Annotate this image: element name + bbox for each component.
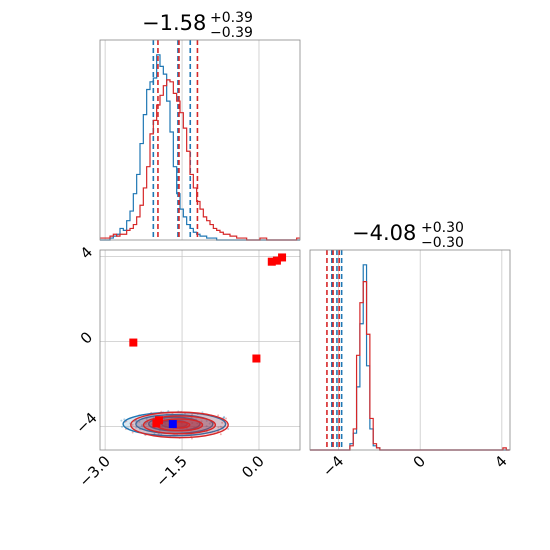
bottom-left-x-tick-labels: −3.0 −1.5 0.0: [75, 452, 267, 490]
red-square-marker: [252, 354, 261, 363]
red-square-marker: [267, 257, 276, 266]
bottom-left-scatter-panel: [99, 249, 301, 451]
sample-point: [120, 419, 123, 422]
sample-point: [217, 414, 220, 417]
bottom-right-title-upper: +0.30: [421, 220, 464, 236]
x-tick-label: 0.0: [238, 452, 268, 482]
bottom-right-title-lower: −0.30: [421, 235, 464, 251]
sample-point: [135, 426, 138, 429]
y-tick-label: −4: [72, 409, 100, 437]
sample-point: [172, 427, 175, 430]
blue-square-marker: [168, 420, 177, 429]
panel-frame: [99, 39, 301, 241]
sample-point: [161, 425, 164, 428]
sample-point: [180, 422, 183, 425]
panel-frame: [309, 249, 511, 451]
red-square-marker: [152, 419, 161, 428]
bottom-right-x-tick-labels: −4 0 4: [319, 452, 511, 480]
sample-point: [205, 425, 208, 428]
red-square-marker: [129, 338, 138, 347]
x-tick-label: −3.0: [75, 452, 113, 490]
panel-frame: [99, 249, 301, 451]
sample-point: [121, 425, 124, 428]
top-left-title-lower: −0.39: [210, 25, 253, 41]
sample-point: [131, 423, 134, 426]
sample-point: [217, 426, 220, 429]
sample-point: [167, 409, 170, 412]
sample-point: [225, 417, 228, 420]
top-left-title-upper: +0.39: [210, 10, 253, 26]
sample-point: [141, 424, 144, 427]
top-left-title-value: −1.58: [142, 11, 206, 35]
sample-point: [144, 422, 147, 425]
histogram-step-line: [100, 54, 300, 241]
sample-point: [190, 437, 193, 440]
y-tick-label: 4: [77, 243, 96, 262]
x-tick-label: −4: [319, 452, 347, 480]
bottom-right-histogram-panel: [309, 249, 511, 451]
sample-point: [164, 423, 167, 426]
bottom-right-panel-title: −4.08: [352, 221, 416, 245]
sample-point: [164, 422, 167, 425]
top-left-panel-title: −1.58: [142, 11, 206, 35]
sample-point: [123, 418, 126, 421]
y-tick-label: 0: [77, 328, 96, 347]
x-tick-label: −1.5: [152, 452, 190, 490]
sample-point: [150, 423, 153, 426]
x-tick-label: 4: [491, 452, 510, 471]
sample-point: [163, 418, 166, 421]
x-tick-label: 0: [410, 452, 429, 471]
sample-point: [223, 415, 226, 418]
sample-point: [223, 416, 226, 419]
red-square-marker: [272, 256, 281, 265]
sample-point: [227, 427, 230, 430]
sample-point: [219, 433, 222, 436]
sample-point: [191, 421, 194, 424]
sample-point: [208, 422, 211, 425]
bottom-right-title-value: −4.08: [352, 221, 416, 245]
sample-point: [196, 422, 199, 425]
sample-point: [205, 419, 208, 422]
bottom-left-y-tick-labels: −4 0 4: [72, 243, 100, 437]
sample-point: [138, 420, 141, 423]
top-left-histogram-panel: [99, 39, 301, 241]
sample-point: [131, 431, 134, 434]
sample-point: [221, 421, 224, 424]
red-square-marker: [278, 253, 287, 262]
sample-point: [140, 425, 143, 428]
sample-point: [219, 425, 222, 428]
